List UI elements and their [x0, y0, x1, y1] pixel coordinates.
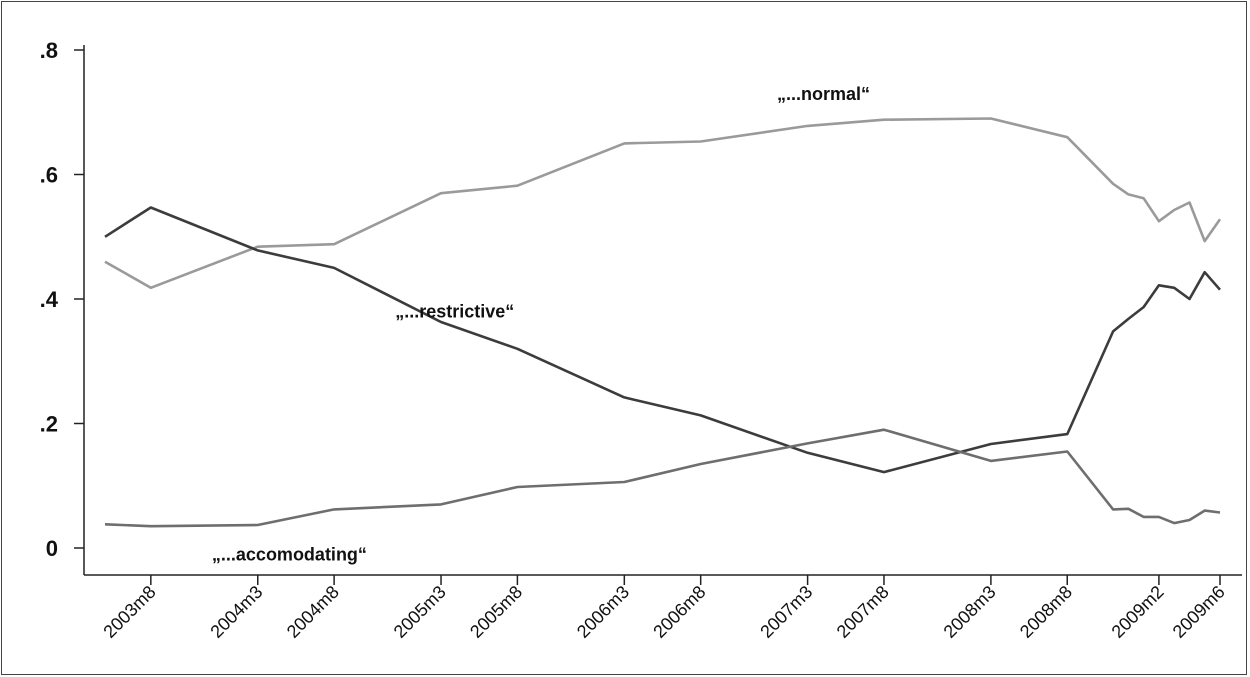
y-tick-label: .4 [40, 287, 59, 312]
y-tick-label: 0 [46, 536, 58, 561]
y-tick-label: .2 [40, 412, 58, 437]
y-tick-label: .6 [40, 163, 58, 188]
x-tick-label: 2008m3 [940, 582, 1000, 642]
series-line-accomodating [104, 428, 1221, 528]
annotation-normal: „...normal“ [777, 84, 870, 104]
y-tick-label: .8 [40, 38, 58, 63]
x-tick-label: 2007m8 [833, 582, 893, 642]
x-tick-label: 2007m3 [756, 582, 816, 642]
x-tick-label: 2009m6 [1169, 582, 1229, 642]
series-line-normal [104, 117, 1222, 290]
x-tick-label: 2004m3 [206, 582, 266, 642]
x-tick-label: 2005m8 [466, 582, 526, 642]
annotation-accomodating: „...accomodating“ [212, 544, 367, 564]
annotation-restrictive: „...restrictive“ [395, 302, 514, 322]
series-line-restrictive [104, 206, 1221, 474]
x-tick-label: 2004m8 [283, 582, 343, 642]
x-tick-label: 2006m3 [573, 582, 633, 642]
x-tick-label: 2006m8 [649, 582, 709, 642]
x-tick-label: 2005m3 [390, 582, 450, 642]
x-tick-label: 2008m8 [1016, 582, 1076, 642]
x-tick-label: 2009m2 [1108, 582, 1168, 642]
x-tick-label: 2003m8 [100, 582, 160, 642]
